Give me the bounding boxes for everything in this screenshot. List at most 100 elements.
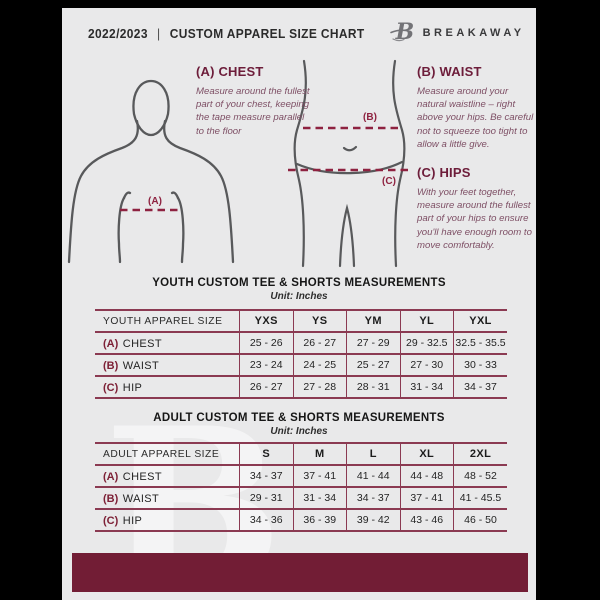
adult-hip-m: 36 - 39	[292, 508, 347, 532]
youth-chest-yl: 29 - 32.5	[399, 331, 454, 354]
breakaway-logo-icon: B	[389, 19, 415, 46]
youth-waist-row: (B) WAIST 23 - 24 24 - 25 25 - 27 27 - 3…	[95, 353, 507, 376]
figure-right-armpit	[170, 191, 180, 200]
youth-table-unit: Unit: Inches	[270, 291, 328, 302]
adult-table-unit: Unit: Inches	[270, 426, 328, 437]
figure-right-hip-outline	[392, 59, 406, 268]
figure-navel	[342, 145, 358, 152]
adult-chest-m: 37 - 41	[292, 464, 347, 487]
youth-waist-yxl: 30 - 33	[453, 353, 507, 376]
youth-hip-yxl: 34 - 37	[453, 375, 507, 399]
youth-hip-ym: 28 - 31	[346, 375, 400, 399]
youth-size-ym: YM	[346, 309, 400, 332]
hips-instructions: (C) HIPS With your feet together, measur…	[417, 165, 535, 252]
youth-waist-label: WAIST	[122, 360, 160, 372]
figure-right-shoulder-arm	[163, 119, 235, 264]
adult-hip-2xl: 46 - 50	[453, 508, 507, 532]
figure-inner-left-arm	[117, 196, 126, 264]
youth-chest-ys: 26 - 27	[292, 331, 347, 354]
youth-size-label: YOUTH APPAREL SIZE	[95, 309, 240, 332]
logo-swoosh-icon	[389, 29, 411, 42]
hips-heading: (C) HIPS	[417, 165, 471, 180]
adult-size-xl: XL	[399, 442, 454, 465]
youth-size-yxl: YXL	[453, 309, 507, 332]
youth-hip-yl: 31 - 34	[399, 375, 454, 399]
adult-size-table: ADULT APPAREL SIZE S M L XL 2XL (A) CHES…	[95, 442, 507, 532]
figure-waistband-curve	[295, 160, 404, 175]
hips-description: With your feet together, measure around …	[417, 187, 532, 251]
youth-chest-ym: 27 - 29	[346, 331, 400, 354]
hips-marker-label: (C)	[382, 176, 396, 187]
adult-table-title: ADULT CUSTOM TEE & SHORTS MEASUREMENTS	[153, 412, 445, 424]
waist-hips-diagram: (B) (C)	[288, 59, 410, 268]
brand-group: B BREAKAWAY	[389, 19, 525, 46]
youth-hip-yxs: 26 - 27	[239, 375, 293, 399]
waist-heading: (B) WAIST	[417, 64, 482, 79]
figure-inner-legs	[338, 203, 356, 268]
youth-chest-yxl: 32.5 - 35.5	[453, 331, 507, 354]
youth-table-title: YOUTH CUSTOM TEE & SHORTS MEASUREMENTS	[152, 277, 446, 289]
figure-inner-right-arm	[176, 196, 185, 264]
chart-page: 2022/2023 | CUSTOM APPAREL SIZE CHART B …	[62, 8, 536, 600]
chest-heading: (A) CHEST	[196, 64, 264, 79]
adult-waist-prefix: (B)	[103, 493, 119, 505]
youth-waist-ym: 25 - 27	[346, 353, 400, 376]
youth-hip-ys: 27 - 28	[292, 375, 347, 399]
youth-size-yl: YL	[399, 309, 454, 332]
page-title: CUSTOM APPAREL SIZE CHART	[169, 25, 365, 41]
youth-waist-yxs: 23 - 24	[239, 353, 293, 376]
adult-waist-l: 34 - 37	[346, 486, 400, 509]
chest-description: Measure around the fullest part of your …	[196, 86, 310, 137]
youth-size-ys: YS	[292, 309, 347, 332]
youth-hip-label: HIP	[122, 382, 143, 394]
adult-size-2xl: 2XL	[453, 442, 507, 465]
figure-left-hip-outline	[293, 59, 307, 268]
adult-size-l: L	[346, 442, 400, 465]
youth-header-row: YOUTH APPAREL SIZE YXS YS YM YL YXL	[95, 309, 507, 332]
header-year: 2022/2023	[88, 25, 148, 41]
adult-hip-row: (C) HIP 34 - 36 36 - 39 39 - 42 43 - 46 …	[95, 508, 507, 532]
adult-waist-m: 31 - 34	[292, 486, 347, 509]
youth-waist-ys: 24 - 25	[292, 353, 347, 376]
waist-marker-label: (B)	[363, 112, 377, 123]
adult-chest-row: (A) CHEST 34 - 37 37 - 41 41 - 44 44 - 4…	[95, 464, 507, 487]
adult-waist-row: (B) WAIST 29 - 31 31 - 34 34 - 37 37 - 4…	[95, 486, 507, 509]
youth-hip-row: (C) HIP 26 - 27 27 - 28 28 - 31 31 - 34 …	[95, 375, 507, 399]
waist-description: Measure around your natural waistline – …	[417, 86, 534, 150]
adult-hip-s: 34 - 36	[239, 508, 293, 532]
adult-header-row: ADULT APPAREL SIZE S M L XL 2XL	[95, 442, 507, 465]
youth-hip-prefix: (C)	[103, 382, 119, 394]
header: 2022/2023 | CUSTOM APPAREL SIZE CHART B …	[88, 19, 521, 46]
youth-size-table: YOUTH APPAREL SIZE YXS YS YM YL YXL (A) …	[95, 309, 507, 399]
adult-chest-xl: 44 - 48	[399, 464, 454, 487]
adult-waist-s: 29 - 31	[239, 486, 293, 509]
youth-chest-row: (A) CHEST 25 - 26 26 - 27 27 - 29 29 - 3…	[95, 331, 507, 354]
adult-chest-prefix: (A)	[103, 471, 119, 483]
adult-chest-l: 41 - 44	[346, 464, 400, 487]
adult-chest-label: CHEST	[122, 471, 163, 483]
youth-chest-label: CHEST	[122, 338, 163, 350]
header-title-group: 2022/2023 | CUSTOM APPAREL SIZE CHART	[88, 26, 365, 41]
adult-hip-label: HIP	[122, 515, 143, 527]
chest-instructions: (A) CHEST Measure around the fullest par…	[196, 64, 314, 138]
adult-size-s: S	[239, 442, 293, 465]
youth-size-yxs: YXS	[239, 309, 293, 332]
adult-hip-prefix: (C)	[103, 515, 119, 527]
adult-hip-l: 39 - 42	[346, 508, 400, 532]
youth-waist-prefix: (B)	[103, 360, 119, 372]
waist-instructions: (B) WAIST Measure around your natural wa…	[417, 64, 535, 151]
torso-chest-diagram: (A)	[67, 79, 235, 264]
adult-size-label: ADULT APPAREL SIZE	[95, 442, 240, 465]
adult-size-m: M	[292, 442, 347, 465]
figure-left-shoulder-arm	[67, 119, 139, 264]
footer-maroon-bar	[72, 553, 528, 592]
youth-waist-yl: 27 - 30	[399, 353, 454, 376]
youth-chest-yxs: 25 - 26	[239, 331, 293, 354]
adult-chest-2xl: 48 - 52	[453, 464, 507, 487]
adult-hip-xl: 43 - 46	[399, 508, 454, 532]
figure-left-armpit	[122, 191, 132, 200]
adult-waist-label: WAIST	[122, 493, 160, 505]
youth-chest-prefix: (A)	[103, 338, 119, 350]
adult-waist-2xl: 41 - 45.5	[453, 486, 507, 509]
